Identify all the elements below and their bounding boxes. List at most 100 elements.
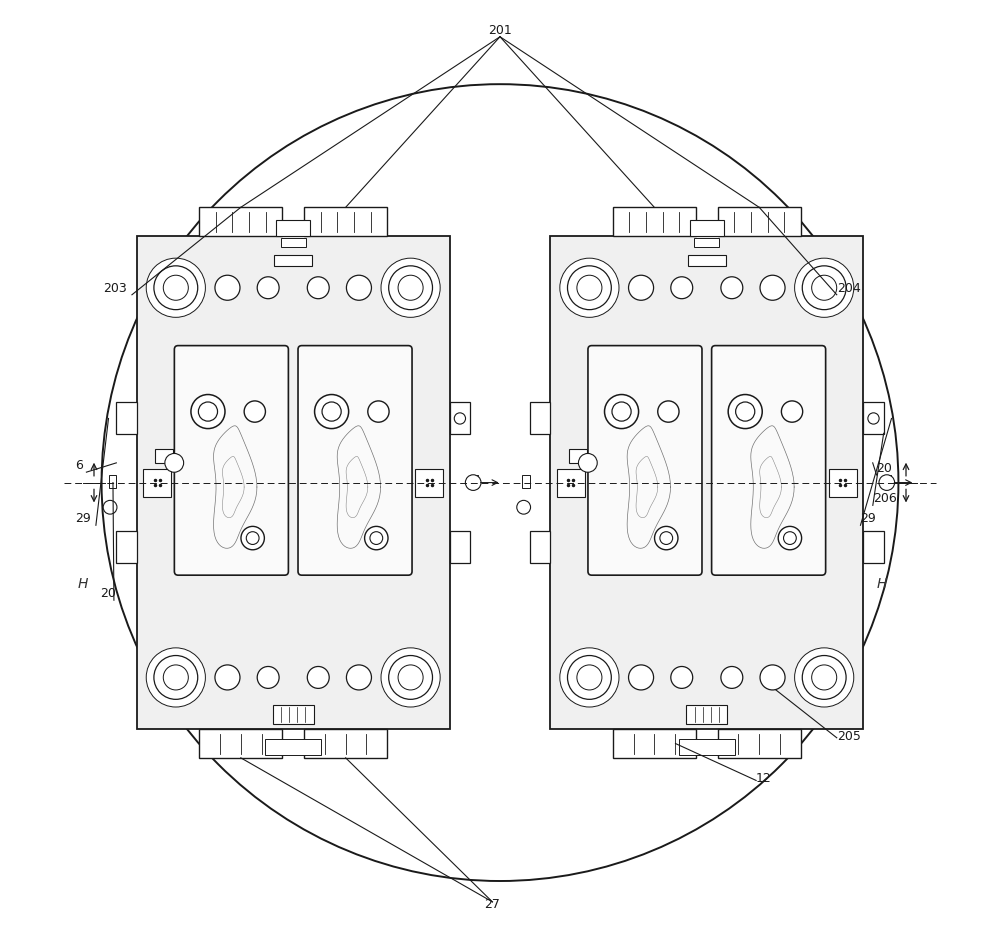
Bar bbox=[199, 730, 282, 758]
FancyBboxPatch shape bbox=[712, 346, 826, 575]
Bar bbox=[116, 403, 137, 434]
Text: H: H bbox=[77, 577, 88, 591]
Bar bbox=[718, 730, 801, 758]
Circle shape bbox=[215, 665, 240, 690]
Text: 29: 29 bbox=[860, 512, 876, 525]
Circle shape bbox=[163, 665, 188, 690]
Circle shape bbox=[454, 413, 466, 424]
Bar bbox=[530, 531, 550, 562]
FancyBboxPatch shape bbox=[174, 346, 288, 575]
Text: 12: 12 bbox=[756, 772, 772, 786]
Text: 201: 201 bbox=[488, 24, 512, 37]
Bar bbox=[613, 730, 696, 758]
Circle shape bbox=[760, 665, 785, 690]
Circle shape bbox=[257, 276, 279, 298]
Circle shape bbox=[246, 532, 259, 544]
Bar bbox=[450, 403, 470, 434]
Circle shape bbox=[191, 394, 225, 428]
Circle shape bbox=[795, 258, 854, 317]
Circle shape bbox=[781, 401, 803, 422]
Circle shape bbox=[315, 394, 349, 428]
Circle shape bbox=[778, 526, 802, 550]
Circle shape bbox=[398, 276, 423, 300]
Circle shape bbox=[802, 656, 846, 699]
Bar bbox=[265, 739, 321, 755]
Circle shape bbox=[612, 402, 631, 421]
Bar bbox=[690, 220, 724, 236]
Circle shape bbox=[346, 665, 371, 690]
Text: 20: 20 bbox=[877, 462, 892, 475]
Bar bbox=[415, 468, 443, 497]
Circle shape bbox=[567, 656, 611, 699]
Circle shape bbox=[244, 401, 265, 422]
Circle shape bbox=[784, 532, 796, 544]
Text: 29: 29 bbox=[75, 512, 91, 525]
Text: 204: 204 bbox=[837, 282, 861, 294]
Bar bbox=[304, 730, 387, 758]
Circle shape bbox=[241, 526, 264, 550]
Circle shape bbox=[812, 276, 837, 300]
Circle shape bbox=[307, 276, 329, 298]
Circle shape bbox=[465, 475, 481, 490]
Circle shape bbox=[629, 665, 654, 690]
Circle shape bbox=[795, 648, 854, 707]
Circle shape bbox=[660, 532, 673, 544]
Bar bbox=[116, 531, 137, 562]
Bar bbox=[450, 531, 470, 562]
Circle shape bbox=[257, 667, 279, 689]
Bar bbox=[522, 475, 530, 487]
Circle shape bbox=[146, 258, 205, 317]
Text: 206: 206 bbox=[873, 492, 897, 505]
Circle shape bbox=[567, 266, 611, 310]
Text: 205: 205 bbox=[837, 730, 861, 743]
Circle shape bbox=[671, 276, 693, 298]
Bar bbox=[276, 220, 310, 236]
Bar bbox=[679, 739, 735, 755]
Circle shape bbox=[577, 276, 602, 300]
Bar bbox=[143, 468, 171, 497]
Text: H: H bbox=[877, 577, 887, 591]
Bar bbox=[281, 238, 306, 247]
Circle shape bbox=[146, 648, 205, 707]
Circle shape bbox=[736, 402, 755, 421]
Bar bbox=[199, 207, 282, 236]
Text: 20: 20 bbox=[100, 587, 116, 600]
Bar bbox=[686, 705, 727, 724]
Circle shape bbox=[802, 266, 846, 310]
Circle shape bbox=[629, 276, 654, 300]
FancyBboxPatch shape bbox=[298, 346, 412, 575]
Circle shape bbox=[868, 413, 879, 424]
Circle shape bbox=[165, 453, 184, 472]
Bar bbox=[304, 207, 387, 236]
Bar bbox=[829, 468, 857, 497]
Bar bbox=[863, 531, 884, 562]
Circle shape bbox=[322, 402, 341, 421]
Circle shape bbox=[163, 276, 188, 300]
Circle shape bbox=[368, 401, 389, 422]
Circle shape bbox=[560, 648, 619, 707]
Circle shape bbox=[381, 258, 440, 317]
Bar bbox=[530, 403, 550, 434]
Circle shape bbox=[398, 665, 423, 690]
Bar bbox=[155, 448, 173, 463]
Bar bbox=[137, 236, 450, 730]
Circle shape bbox=[655, 526, 678, 550]
Circle shape bbox=[578, 453, 597, 472]
Circle shape bbox=[154, 656, 198, 699]
Text: 27: 27 bbox=[484, 899, 500, 911]
Bar bbox=[273, 705, 314, 724]
Circle shape bbox=[307, 667, 329, 689]
Bar bbox=[557, 468, 585, 497]
Circle shape bbox=[728, 394, 762, 428]
Circle shape bbox=[102, 85, 898, 881]
Circle shape bbox=[103, 501, 117, 514]
Circle shape bbox=[365, 526, 388, 550]
Circle shape bbox=[215, 276, 240, 300]
Bar bbox=[550, 236, 863, 730]
Bar bbox=[569, 448, 587, 463]
Circle shape bbox=[370, 532, 383, 544]
Circle shape bbox=[577, 665, 602, 690]
Bar bbox=[274, 255, 312, 266]
Circle shape bbox=[389, 656, 433, 699]
Bar bbox=[613, 207, 696, 236]
